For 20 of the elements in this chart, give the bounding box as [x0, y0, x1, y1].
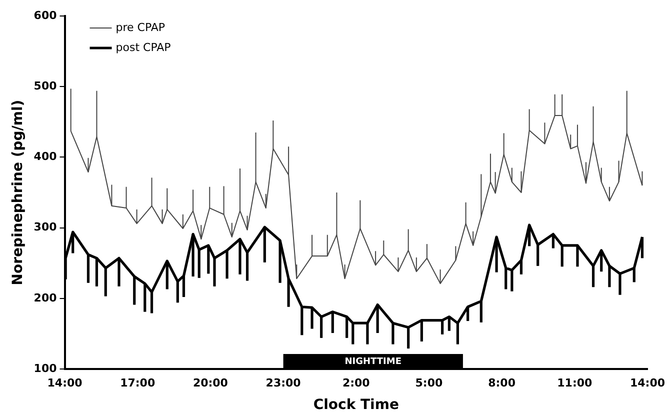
legend-label: pre CPAP [116, 20, 166, 34]
x-tick-label: 11:00 [557, 376, 593, 390]
x-tick-label: 20:00 [192, 376, 228, 390]
band-label: NIGHTTIME [344, 356, 402, 367]
y-tick-label: 200 [34, 291, 58, 304]
x-tick-label: 2:00 [342, 376, 370, 390]
y-tick-label: 100 [34, 362, 58, 375]
x-tick-label: 17:00 [120, 376, 156, 390]
x-tick-label: 14:00 [47, 376, 83, 390]
y-axis-title: Norepinephrine (pg/ml) [10, 100, 26, 286]
x-axis-title: Clock Time [313, 397, 399, 414]
x-tick-label: 5:00 [415, 376, 443, 390]
y-tick-label: 300 [34, 220, 58, 234]
y-tick-label: 400 [34, 150, 58, 164]
legend-label: post CPAP [116, 40, 172, 54]
x-tick-label: 8:00 [488, 376, 516, 390]
y-tick-label: 500 [34, 79, 58, 92]
x-tick-label: 14:00 [630, 376, 666, 390]
y-tick-label: 600 [34, 8, 58, 22]
x-tick-label: 23:00 [266, 376, 302, 390]
